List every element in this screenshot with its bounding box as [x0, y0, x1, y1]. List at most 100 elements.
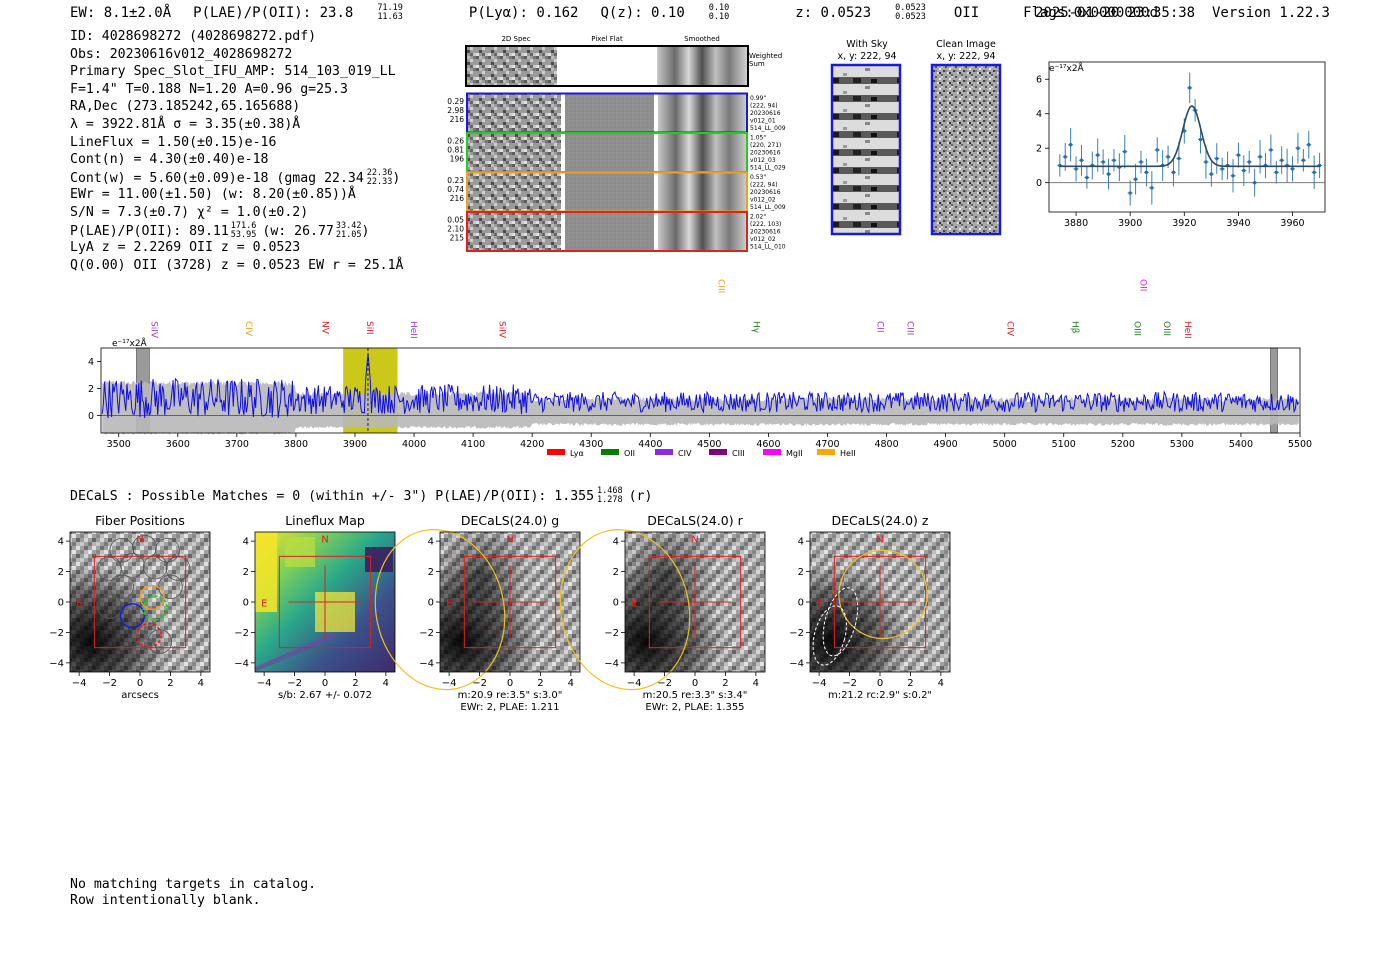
zoom-line-fit-chart: e⁻¹⁷x2Å 3880 3900 3920 3940 3960 0 2 4 6 — [1036, 61, 1326, 229]
row-pixelflat — [565, 94, 654, 132]
legend-label: CIII — [732, 449, 745, 458]
row-gap-2 — [654, 133, 658, 172]
row-weight-2: 0.74 — [447, 185, 464, 194]
detection-info: ID: 4028698272 (4028698272.pdf) Obs: 202… — [70, 28, 403, 274]
spec-ytick-label: 0 — [88, 411, 94, 422]
panel-ytick-label: −4 — [234, 658, 249, 669]
clean-image-coords: x, y: 222, 94 — [936, 51, 995, 62]
signal-noise: S/N = 7.3(±0.7) χ² = 1.0(±0.2) — [70, 204, 309, 220]
spec-xtick-label: 3600 — [166, 439, 190, 450]
zoom-data-marks — [1049, 72, 1325, 206]
zoom-gaussian-fit — [1059, 105, 1320, 168]
zoom-data-point — [1171, 170, 1176, 175]
zoom-data-point — [1220, 167, 1224, 171]
panel-0: Fiber Positions N E −4 −4 −2 −2 0 0 2 2 4 4 arcsecs — [49, 513, 211, 701]
panel-ytick-label: 0 — [243, 598, 249, 609]
zoom-data-point — [1242, 168, 1246, 173]
zoom-data-point — [1204, 160, 1208, 164]
panel-1: Lineflux Map N E −4 −4 −2 −2 0 0 2 2 4 4 s/b: 2.67 +/… — [234, 513, 396, 701]
ew-rest: EWr = 11.00(±1.50) (w: 8.20(±0.85))Å — [70, 187, 356, 203]
line-mark-civ: CIV — [243, 321, 253, 337]
zoom-xtick-label: 3880 — [1064, 218, 1088, 229]
row-weight-3: 196 — [450, 155, 465, 164]
zoom-xtick-label: 3960 — [1280, 218, 1304, 229]
row-gap-1 — [561, 173, 565, 211]
panel-caption: m:21.2 rc:2.9" s:0.2" — [828, 690, 932, 701]
ew-value: EW: 8.1±2.0Å — [70, 5, 172, 21]
spec-xtick-label: 3900 — [343, 439, 367, 450]
zoom-ytick-label: 4 — [1036, 109, 1042, 120]
with-sky-frame — [830, 63, 902, 236]
zoom-data-point — [1215, 156, 1219, 161]
zoom-plot-frame — [1048, 61, 1326, 213]
north-label: N — [691, 535, 698, 546]
spec-xtick-label: 5500 — [1288, 439, 1312, 450]
panel-title: DECaLS(24.0) g — [461, 513, 559, 528]
line-flux: LineFlux = 1.50(±0.15)e-16 — [70, 134, 277, 150]
row-gap-1 — [561, 133, 565, 172]
panel-ytick-label: 2 — [243, 567, 249, 578]
panel-ytick-label: 2 — [58, 567, 64, 578]
row-detail-d1: 0.99" — [750, 95, 766, 102]
spectrum-flux-line — [101, 353, 1300, 419]
panel-ytick-label: −2 — [49, 628, 64, 639]
plae-value: P(LAE)/P(OII): 23.8 71.19 11.63 — [193, 3, 403, 22]
zoom-data-point — [1079, 158, 1084, 162]
panel-xtick-label: −4 — [72, 678, 87, 689]
panel-xtick-label: −4 — [257, 678, 272, 689]
panel-caption-2: EWr: 2, PLAE: 1.211 — [460, 702, 559, 713]
quality-line: Q(0.00) OII (3728) z = 0.0523 EW r = 25.… — [70, 257, 404, 273]
row-detail-d3: 20230616 — [750, 189, 781, 196]
footer-line-2: Row intentionally blank. — [70, 892, 261, 908]
zoom-data-point — [1177, 156, 1181, 161]
panel-ytick-label: 4 — [58, 537, 64, 548]
zoom-ytick-label: 2 — [1036, 144, 1042, 155]
row-detail-d4: v012_01 — [750, 118, 776, 125]
panel-xtick-label: −2 — [842, 678, 857, 689]
weighted-flat — [558, 47, 656, 85]
panel-caption: arcsecs — [121, 690, 159, 701]
north-label: N — [876, 535, 883, 546]
cont-narrow: Cont(n) = 4.30(±0.40)e-18 — [70, 152, 269, 168]
weighted-frame — [465, 45, 749, 87]
fiber-circle — [109, 537, 135, 563]
cutout-grid: 2D Spec Pixel Flat Smoothed Weighted Sum… — [447, 35, 786, 252]
row-gap-2 — [654, 173, 658, 211]
with-sky-coords: x, y: 222, 94 — [837, 51, 896, 62]
spec-xtick-label: 4200 — [520, 439, 544, 450]
spec-xtick-label: 4700 — [815, 439, 839, 450]
zoom-data-point — [1274, 170, 1278, 175]
with-sky-title: With Sky — [846, 39, 888, 50]
version: Version 1.22.3 — [1211, 5, 1330, 21]
weighted-sum-row: Weighted Sum — [465, 45, 782, 87]
spec-ytick-label: 4 — [88, 357, 94, 368]
plae-ratio: P(LAE)/P(OII): 89.11 171.6 53.95 (w: 26.77 3… — [70, 220, 370, 240]
legend-swatch — [817, 449, 835, 455]
panel-caption-2: EWr: 2, PLAE: 1.355 — [645, 702, 744, 713]
panel-ytick-label: −4 — [49, 658, 64, 669]
col-title-2dspec: 2D Spec — [501, 35, 530, 43]
zoom-data-point — [1252, 180, 1257, 185]
galaxy-ellipse — [559, 529, 691, 691]
row-weight-3: 216 — [450, 115, 465, 124]
fiber-circle — [142, 554, 168, 580]
panel-xtick-label: 4 — [568, 678, 574, 689]
row-detail-d1: 2.02" — [750, 214, 766, 221]
line-mark-heii: HeII — [408, 321, 418, 339]
panel-xtick-label: −2 — [287, 678, 302, 689]
legend-label: CIV — [678, 449, 692, 458]
row-pixelflat — [565, 173, 654, 211]
panel-xtick-label: 2 — [722, 678, 728, 689]
spec-xtick-label: 4100 — [461, 439, 485, 450]
zoom-data-point — [1123, 149, 1127, 154]
row-2dspec — [468, 94, 561, 132]
row-detail-d2: (220, 271) — [750, 142, 781, 149]
panel-xtick-label: 2 — [907, 678, 913, 689]
galaxy-shadow — [70, 532, 210, 672]
row-weight-3: 216 — [450, 194, 465, 203]
row-detail-d4: v012_02 — [750, 197, 776, 204]
spectrum-frame — [100, 347, 1301, 434]
observation-id: Obs: 20230616v012_4028698272 — [70, 46, 293, 62]
lineflux-hot-region — [315, 592, 355, 632]
